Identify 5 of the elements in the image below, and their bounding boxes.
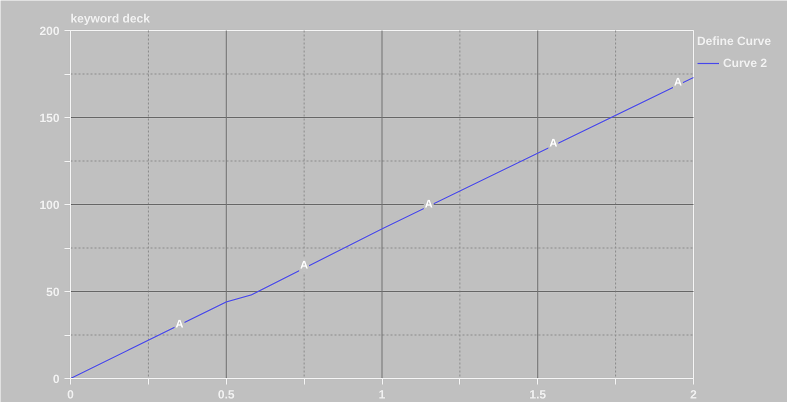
annotation: A — [424, 198, 433, 210]
annotation: A — [300, 259, 308, 272]
annotation: A — [549, 138, 558, 150]
annotation: A — [176, 318, 184, 331]
annotation: A — [674, 76, 682, 89]
